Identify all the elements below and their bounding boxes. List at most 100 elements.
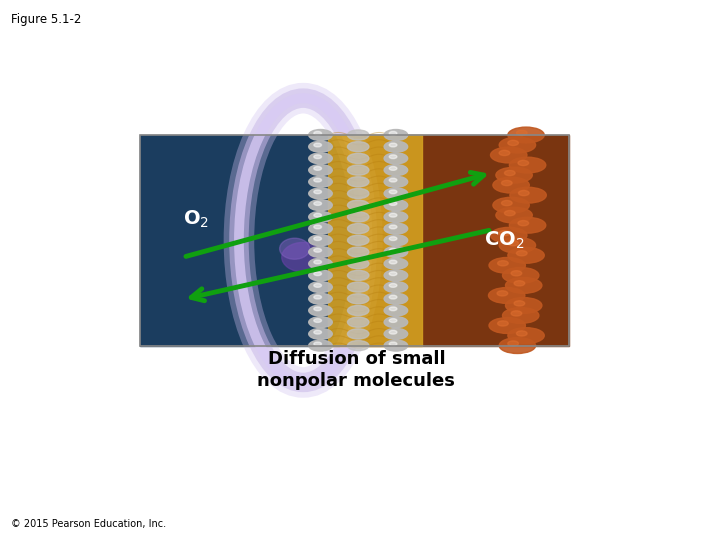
Bar (140, 135, 363, 346)
Text: nonpolar molecules: nonpolar molecules (258, 372, 455, 390)
Ellipse shape (496, 167, 532, 183)
Ellipse shape (384, 223, 408, 234)
Ellipse shape (384, 293, 408, 304)
Ellipse shape (348, 188, 369, 199)
Ellipse shape (498, 321, 508, 326)
Ellipse shape (384, 153, 408, 164)
Ellipse shape (314, 295, 322, 299)
Ellipse shape (384, 270, 408, 281)
Ellipse shape (309, 235, 333, 246)
Ellipse shape (499, 338, 536, 354)
Ellipse shape (390, 295, 397, 299)
Ellipse shape (490, 147, 527, 163)
Ellipse shape (309, 270, 333, 281)
Ellipse shape (390, 248, 397, 252)
Ellipse shape (348, 153, 369, 164)
Ellipse shape (314, 272, 322, 275)
Ellipse shape (390, 260, 397, 264)
Ellipse shape (309, 153, 333, 164)
Ellipse shape (511, 311, 522, 316)
Ellipse shape (314, 131, 322, 135)
Ellipse shape (499, 238, 536, 253)
Ellipse shape (501, 200, 512, 206)
Ellipse shape (314, 260, 322, 264)
Ellipse shape (505, 211, 515, 216)
Ellipse shape (314, 225, 322, 229)
Ellipse shape (348, 341, 369, 350)
Ellipse shape (384, 305, 408, 316)
Ellipse shape (496, 207, 532, 223)
Bar (363, 135, 569, 346)
Ellipse shape (384, 177, 408, 187)
FancyArrowPatch shape (192, 231, 489, 301)
Ellipse shape (314, 284, 322, 287)
Ellipse shape (384, 212, 408, 222)
Ellipse shape (348, 259, 369, 269)
Ellipse shape (384, 258, 408, 269)
Ellipse shape (314, 178, 322, 182)
Ellipse shape (348, 141, 369, 152)
Ellipse shape (314, 330, 322, 334)
Ellipse shape (384, 247, 408, 258)
Ellipse shape (508, 127, 544, 143)
Ellipse shape (384, 340, 408, 351)
Ellipse shape (384, 165, 408, 176)
Ellipse shape (497, 291, 508, 296)
Ellipse shape (348, 306, 369, 315)
Ellipse shape (384, 328, 408, 339)
Ellipse shape (390, 155, 397, 159)
Ellipse shape (508, 241, 518, 246)
Ellipse shape (503, 267, 539, 284)
Ellipse shape (348, 247, 369, 257)
Ellipse shape (488, 288, 525, 303)
Ellipse shape (314, 155, 322, 159)
Ellipse shape (309, 177, 333, 187)
Ellipse shape (508, 341, 518, 346)
Ellipse shape (348, 130, 369, 140)
Ellipse shape (309, 340, 333, 351)
Ellipse shape (390, 342, 397, 346)
Ellipse shape (348, 177, 369, 187)
Ellipse shape (314, 213, 322, 217)
Bar (328, 135, 423, 346)
Ellipse shape (314, 342, 322, 346)
Ellipse shape (390, 225, 397, 229)
Ellipse shape (309, 247, 333, 258)
Ellipse shape (390, 319, 397, 322)
Ellipse shape (489, 258, 526, 273)
FancyArrowPatch shape (186, 172, 484, 256)
Ellipse shape (509, 218, 546, 233)
Ellipse shape (498, 261, 508, 266)
Ellipse shape (499, 231, 510, 236)
Ellipse shape (505, 298, 542, 313)
Ellipse shape (309, 328, 333, 339)
Ellipse shape (314, 143, 322, 147)
Ellipse shape (384, 141, 408, 152)
Ellipse shape (309, 258, 333, 269)
Ellipse shape (518, 160, 528, 166)
Ellipse shape (309, 130, 333, 140)
Ellipse shape (493, 177, 529, 193)
Ellipse shape (279, 238, 310, 259)
Ellipse shape (390, 166, 397, 170)
Ellipse shape (309, 212, 333, 222)
Ellipse shape (503, 308, 539, 323)
Ellipse shape (514, 281, 525, 286)
Text: Figure 5.1-2: Figure 5.1-2 (11, 14, 81, 26)
Ellipse shape (309, 305, 333, 316)
Ellipse shape (390, 201, 397, 205)
Ellipse shape (314, 237, 322, 240)
Ellipse shape (282, 242, 325, 272)
Ellipse shape (390, 330, 397, 334)
Ellipse shape (384, 130, 408, 140)
Ellipse shape (390, 190, 397, 194)
Ellipse shape (309, 293, 333, 304)
Ellipse shape (390, 131, 397, 135)
Ellipse shape (518, 220, 528, 226)
Ellipse shape (314, 201, 322, 205)
Text: Diffusion of small: Diffusion of small (268, 350, 445, 368)
Ellipse shape (309, 200, 333, 211)
Ellipse shape (348, 282, 369, 292)
Ellipse shape (314, 190, 322, 194)
Ellipse shape (505, 278, 542, 293)
